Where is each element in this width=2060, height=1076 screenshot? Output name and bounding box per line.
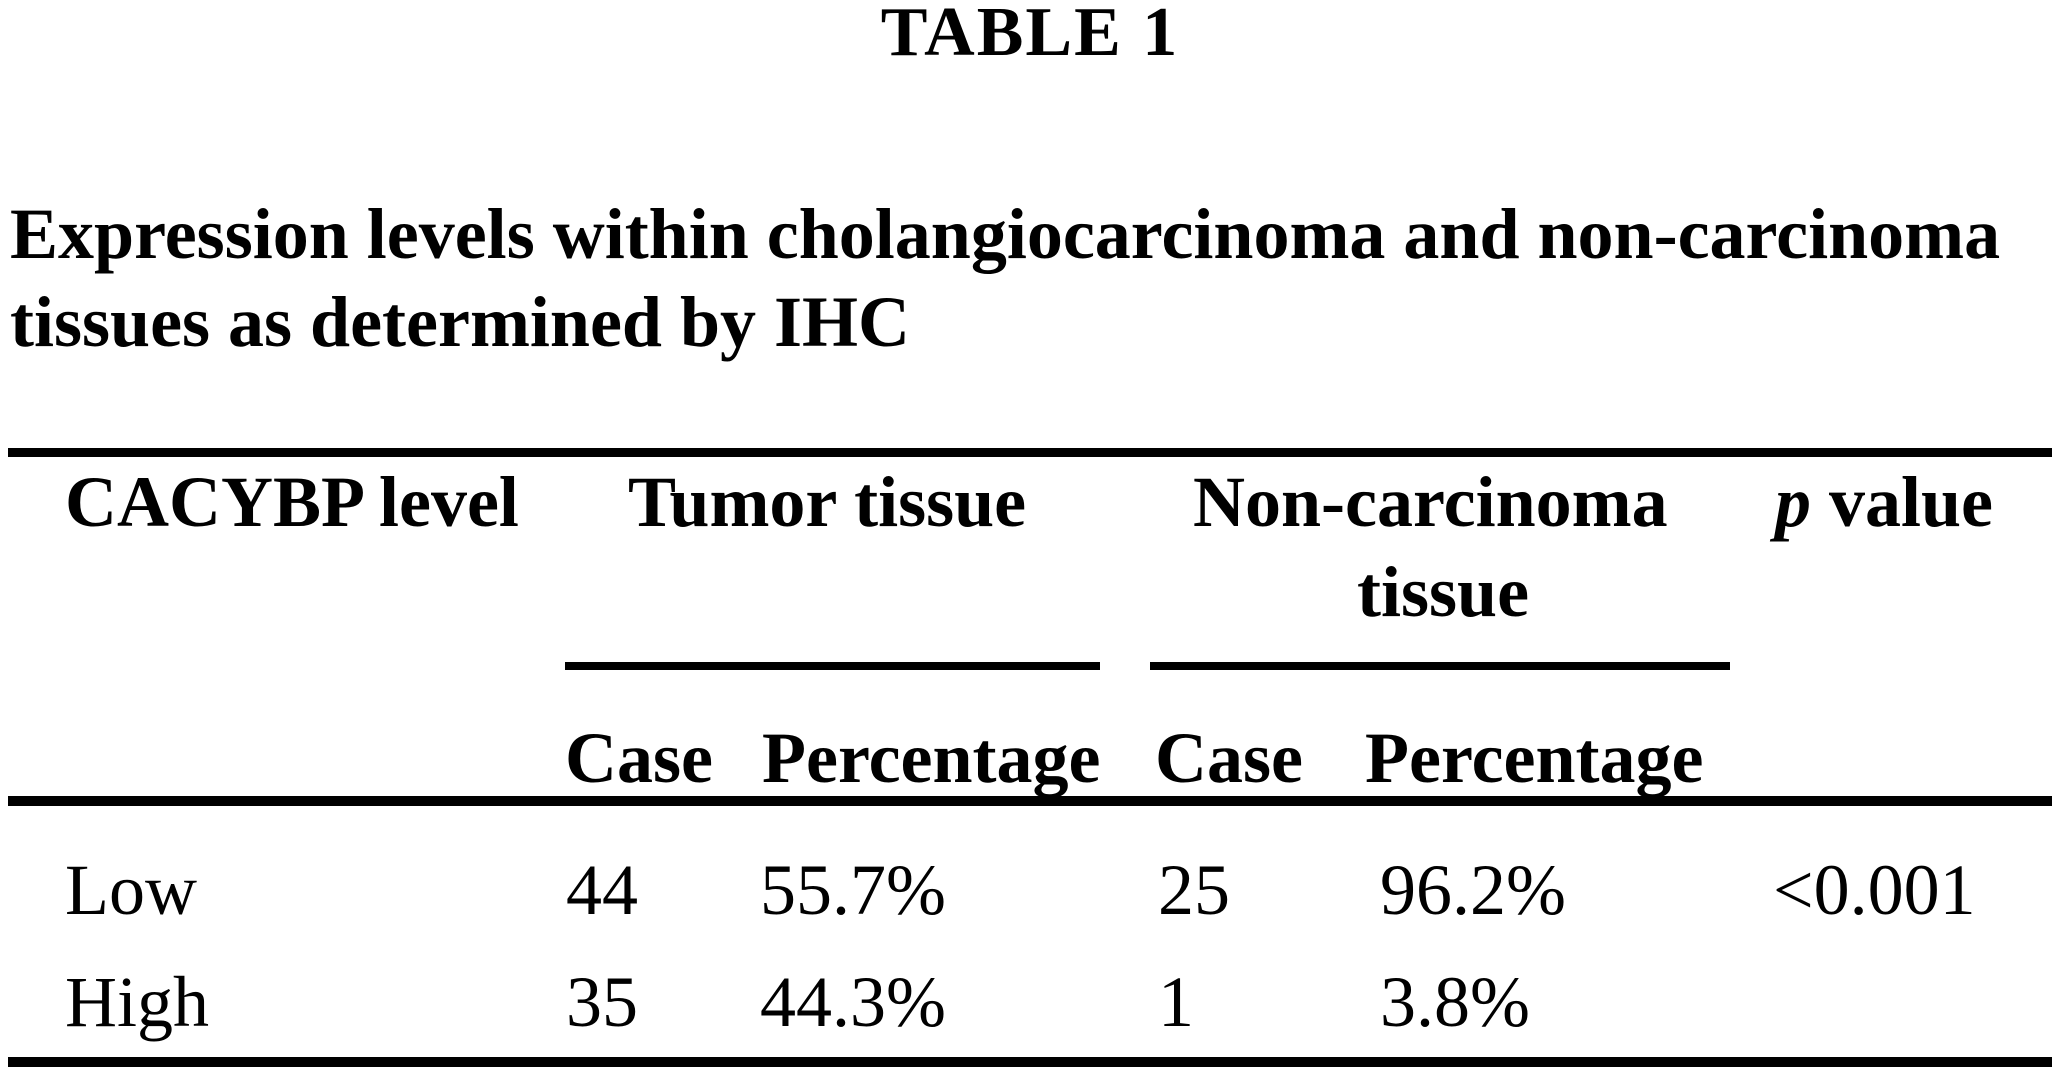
- table-row-low-tumor-case: 44: [566, 850, 638, 930]
- non-carcinoma-spanner-rule: [1150, 662, 1730, 670]
- column-header-cacybp-level: CACYBP level: [65, 462, 519, 542]
- table-row-high-non-carcinoma-percentage: 3.8%: [1380, 962, 1530, 1042]
- column-header-p-value: p value: [1775, 466, 1993, 538]
- table-row-high-tumor-case: 35: [566, 962, 638, 1042]
- table-bottom-rule: [8, 1057, 2052, 1067]
- table-row-low-tumor-percentage: 55.7%: [760, 850, 946, 930]
- table-header-rule: [8, 796, 2052, 806]
- column-group-header-non-carcinoma-line1: Non-carcinoma: [1193, 462, 1668, 542]
- table-row-low-non-carcinoma-percentage: 96.2%: [1380, 850, 1566, 930]
- p-value-word: value: [1811, 462, 1994, 542]
- p-value-italic-p: p: [1775, 462, 1811, 542]
- subheader-non-carcinoma-case: Case: [1155, 718, 1303, 798]
- table-top-rule: [8, 448, 2052, 457]
- subheader-tumor-case: Case: [565, 718, 713, 798]
- subheader-non-carcinoma-percentage: Percentage: [1365, 718, 1704, 798]
- table-row-high-tumor-percentage: 44.3%: [760, 962, 946, 1042]
- tumor-tissue-spanner-rule: [565, 662, 1100, 670]
- table-row-low-level: Low: [65, 850, 197, 930]
- table-row-high-level: High: [65, 962, 209, 1042]
- column-group-header-non-carcinoma-line2: tissue: [1357, 552, 1530, 632]
- table-row-low-p-value: <0.001: [1773, 850, 1976, 930]
- table-label: TABLE 1: [880, 0, 1180, 71]
- table-caption-line1: Expression levels within cholangiocarcin…: [10, 194, 2001, 274]
- table-row-low-non-carcinoma-case: 25: [1158, 850, 1230, 930]
- subheader-tumor-percentage: Percentage: [762, 718, 1101, 798]
- column-group-header-tumor-tissue: Tumor tissue: [628, 462, 1027, 542]
- table-row-high-non-carcinoma-case: 1: [1158, 962, 1194, 1042]
- table-caption-line2: tissues as determined by IHC: [10, 282, 911, 362]
